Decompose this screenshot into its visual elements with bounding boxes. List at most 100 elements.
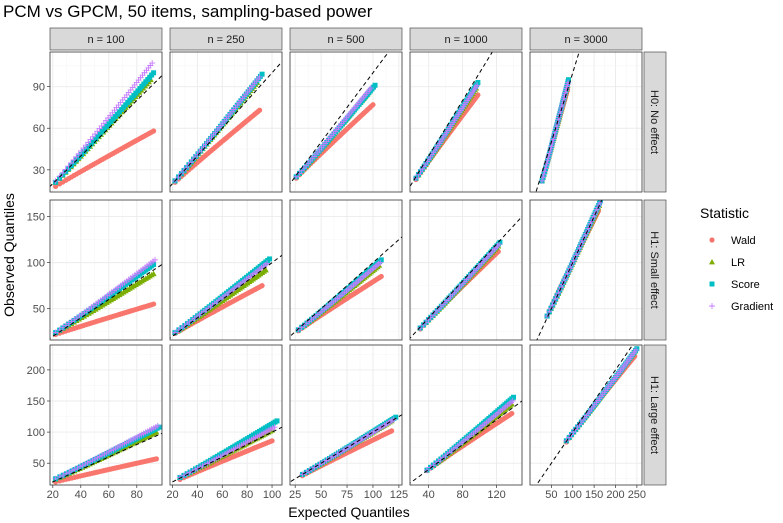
y-axis-title: Observed Quantiles [1,193,17,317]
point-lr [709,259,715,265]
point-gradient [566,265,573,272]
facet-panel: 50 100 150 200 250 [529,344,646,501]
point-gradient [66,469,73,476]
point-score [378,257,384,263]
facet-panel: 50 100 150 [27,199,163,341]
panel-grid [530,200,642,340]
point-score [197,148,203,154]
point-gradient [367,85,374,92]
point-gradient [77,463,84,470]
point-score [193,153,199,159]
point-score [709,281,715,287]
reference-line [535,52,580,192]
series-wald [53,456,159,485]
point-gradient [412,175,419,182]
point-wald [151,128,157,134]
point-gradient [70,156,77,163]
panel-background [170,345,282,485]
reference-line [290,414,402,483]
x-tick-label: 200 [606,489,624,501]
legend-key-gradient [709,303,715,309]
y-tick-label: 150 [27,212,45,224]
x-tick-label: 120 [487,489,505,501]
y-tick-label: 150 [27,396,45,408]
point-gradient [572,252,579,259]
facet-panel [289,199,403,341]
point-wald [151,301,157,307]
panel-points [295,257,384,334]
point-score [90,138,96,144]
facet-panel [529,51,643,193]
panel-points [52,60,157,190]
reference-line [50,263,162,339]
point-gradient [71,466,78,473]
panel-border [49,51,163,193]
point-score [191,156,197,162]
point-gradient [576,245,583,252]
x-tick-label: 80 [456,489,468,501]
panel-border [289,51,403,193]
point-gradient [552,295,559,302]
point-score [156,424,162,430]
column-strip [529,27,643,51]
point-gradient [271,424,278,431]
x-tick-label: 25 [289,489,301,501]
point-gradient [69,467,76,474]
point-gradient [152,256,158,263]
panel-border [529,51,643,193]
facet-panel: 20 40 60 80 50 100 150 200 [27,344,163,501]
facet-panel [409,199,523,341]
panel-points [299,414,399,479]
point-score [86,143,92,149]
row-strip-label: H1: Large effect [648,376,660,454]
x-tick-label: 20 [166,489,178,501]
column-strip-label: n = 500 [327,34,364,46]
legend-title: Statistic [700,205,749,221]
x-tick-label: 125 [390,489,408,501]
point-gradient [509,398,516,404]
legend: Statistic Wald LR Score Gradient [700,205,773,313]
point-wald [389,428,395,434]
point-gradient [558,284,565,291]
x-tick-label: 100 [364,489,382,501]
point-score [634,346,640,352]
point-gradient [299,471,306,478]
facet-panels: n = 100 n = 250 n = 500 n = 1000 n = 3000 H0:… [27,27,667,501]
point-score [199,146,205,152]
point-score [393,414,399,420]
panel-border [289,344,403,486]
facet-panel [169,51,283,193]
point-gradient [82,461,89,468]
point-score [79,151,85,157]
point-wald [259,283,265,289]
x-axis-title: Expected Quantiles [288,504,409,520]
panel-border [529,199,643,341]
panel-grid [530,345,642,485]
panel-points [52,256,158,338]
panel-border [169,199,283,341]
series-wald [53,301,157,338]
x-tick-label: 60 [216,489,228,501]
panel-border [49,199,163,341]
series-wald [53,128,157,190]
point-gradient [597,200,604,206]
column-strip [289,27,403,51]
panel-border [169,51,283,193]
column-strip [49,27,163,51]
facet-panel [409,51,523,193]
column-strip-label: n = 100 [87,34,124,46]
row-strip [643,199,667,341]
reference-line [410,215,522,339]
point-gradient [74,464,81,471]
point-gradient [709,303,715,309]
point-score [267,256,273,262]
reference-line [170,60,282,188]
facet-panel [289,51,403,193]
facet-panel: 40 80 120 [409,344,523,501]
point-gradient [474,82,481,89]
x-tick-label: 75 [341,489,353,501]
y-tick-label: 50 [33,304,45,316]
point-gradient [562,275,569,282]
point-score [95,133,101,139]
column-strip-label: n = 250 [207,34,244,46]
